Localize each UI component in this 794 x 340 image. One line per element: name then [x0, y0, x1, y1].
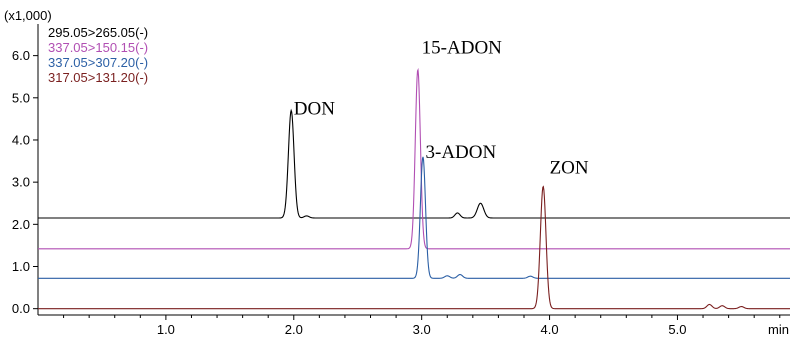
peak-label: 15-ADON	[422, 38, 502, 59]
series-line-3	[38, 156, 790, 279]
y-multiplier-label: (x1,000)	[4, 8, 52, 23]
ticks-group: 0.0 1.0 2.0 3.0 4.0 5.0 6.0 1.0 2.0 3.0 4.0 5.0	[12, 48, 781, 337]
y-tick-label: 6.0	[12, 48, 30, 63]
peak-label: ZON	[550, 158, 589, 179]
y-tick-label: 2.0	[12, 217, 30, 232]
x-tick-label: 3.0	[413, 322, 431, 337]
legend-entry: 337.05>307.20(-)	[48, 55, 148, 70]
x-tick-label: 4.0	[541, 322, 559, 337]
y-tick-label: 4.0	[12, 132, 30, 147]
axes-group	[37, 24, 790, 316]
x-tick-label: 5.0	[668, 322, 686, 337]
legend-entry: 295.05>265.05(-)	[48, 25, 148, 40]
y-tick-label: 5.0	[12, 90, 30, 105]
legend-entry: 317.05>131.20(-)	[48, 70, 148, 85]
y-tick-label: 1.0	[12, 259, 30, 274]
x-tick-label: 1.0	[157, 322, 175, 337]
x-tick-label: 2.0	[285, 322, 303, 337]
peak-label: 3-ADON	[426, 142, 497, 163]
x-unit-label: min	[768, 322, 789, 337]
peak-label: DON	[294, 99, 335, 120]
legend: 295.05>265.05(-)337.05>150.15(-)337.05>3…	[48, 25, 148, 85]
y-tick-label: 0.0	[12, 301, 30, 316]
peak-labels-group: DON 15-ADON 3-ADON ZON	[294, 38, 589, 179]
series-line-2	[38, 67, 790, 250]
legend-entry: 337.05>150.15(-)	[48, 40, 148, 55]
series-group	[38, 67, 790, 310]
y-tick-label: 3.0	[12, 175, 30, 190]
series-line-1	[38, 108, 790, 219]
series-line-4	[38, 185, 790, 310]
